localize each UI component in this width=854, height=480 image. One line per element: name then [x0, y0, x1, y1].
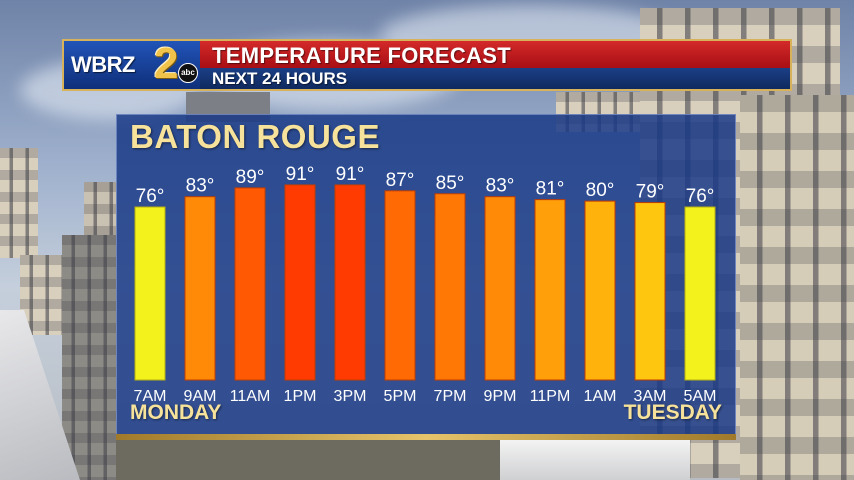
bar-5AM: [684, 206, 716, 381]
value-label-1AM: 80°: [586, 180, 615, 201]
bar-11PM: [534, 199, 566, 381]
chart-title: BATON ROUGE: [130, 118, 380, 155]
value-label-11PM: 81°: [536, 179, 565, 200]
time-label-9PM: 9PM: [484, 388, 517, 405]
station-logo: WBRZ 2 abc: [64, 41, 200, 89]
panel-gold-rule: [116, 434, 736, 440]
value-label-7PM: 85°: [436, 173, 465, 194]
time-label-11PM: 11PM: [530, 388, 571, 405]
chart-panel: [116, 114, 736, 438]
bar-11AM: [234, 187, 266, 381]
value-label-9PM: 83°: [486, 176, 515, 197]
header-title-bar: [200, 41, 790, 68]
time-label-7PM: 7PM: [434, 388, 467, 405]
logo-number: 2: [154, 39, 179, 88]
time-label-3PM: 3PM: [334, 388, 367, 405]
start-day-label: MONDAY: [130, 401, 222, 424]
bar-9PM: [484, 196, 516, 381]
building: [62, 235, 116, 480]
bar-7AM: [134, 206, 166, 381]
bar-5PM: [384, 190, 416, 381]
time-label-7AM: 7AM: [134, 388, 167, 405]
value-label-1PM: 91°: [286, 164, 315, 185]
bar-9AM: [184, 196, 216, 381]
bar-3PM: [334, 184, 366, 381]
time-label-3AM: 3AM: [634, 388, 667, 405]
building: [0, 148, 38, 258]
value-label-5PM: 87°: [386, 170, 415, 191]
header-banner: WBRZ 2 abc TEMPERATURE FORECAST NEXT 24 …: [62, 39, 792, 91]
value-label-11AM: 89°: [236, 167, 265, 188]
value-label-9AM: 83°: [186, 176, 215, 197]
street-area: [116, 440, 500, 480]
value-label-3PM: 91°: [336, 164, 365, 185]
value-label-7AM: 76°: [136, 186, 165, 207]
time-label-5AM: 5AM: [684, 388, 717, 405]
end-day-label: TUESDAY: [623, 401, 722, 424]
time-label-1PM: 1PM: [284, 388, 317, 405]
header-title: TEMPERATURE FORECAST: [212, 43, 511, 68]
header-subtitle-bar: [200, 68, 790, 89]
value-label-3AM: 79°: [636, 182, 665, 203]
header-subtitle: NEXT 24 HOURS: [212, 69, 348, 88]
time-label-9AM: 9AM: [184, 388, 217, 405]
time-label-11AM: 11AM: [230, 388, 271, 405]
time-label-5PM: 5PM: [384, 388, 417, 405]
building: [740, 95, 854, 480]
bar-3AM: [634, 202, 666, 381]
logo-text: WBRZ: [71, 52, 135, 77]
bar-1AM: [584, 200, 616, 381]
bar-7PM: [434, 193, 466, 381]
value-label-5AM: 76°: [686, 186, 715, 207]
rooftop: [500, 440, 690, 480]
network-logo: abc: [178, 63, 198, 83]
bar-1PM: [284, 184, 316, 381]
building: [84, 182, 116, 242]
time-label-1AM: 1AM: [584, 388, 617, 405]
